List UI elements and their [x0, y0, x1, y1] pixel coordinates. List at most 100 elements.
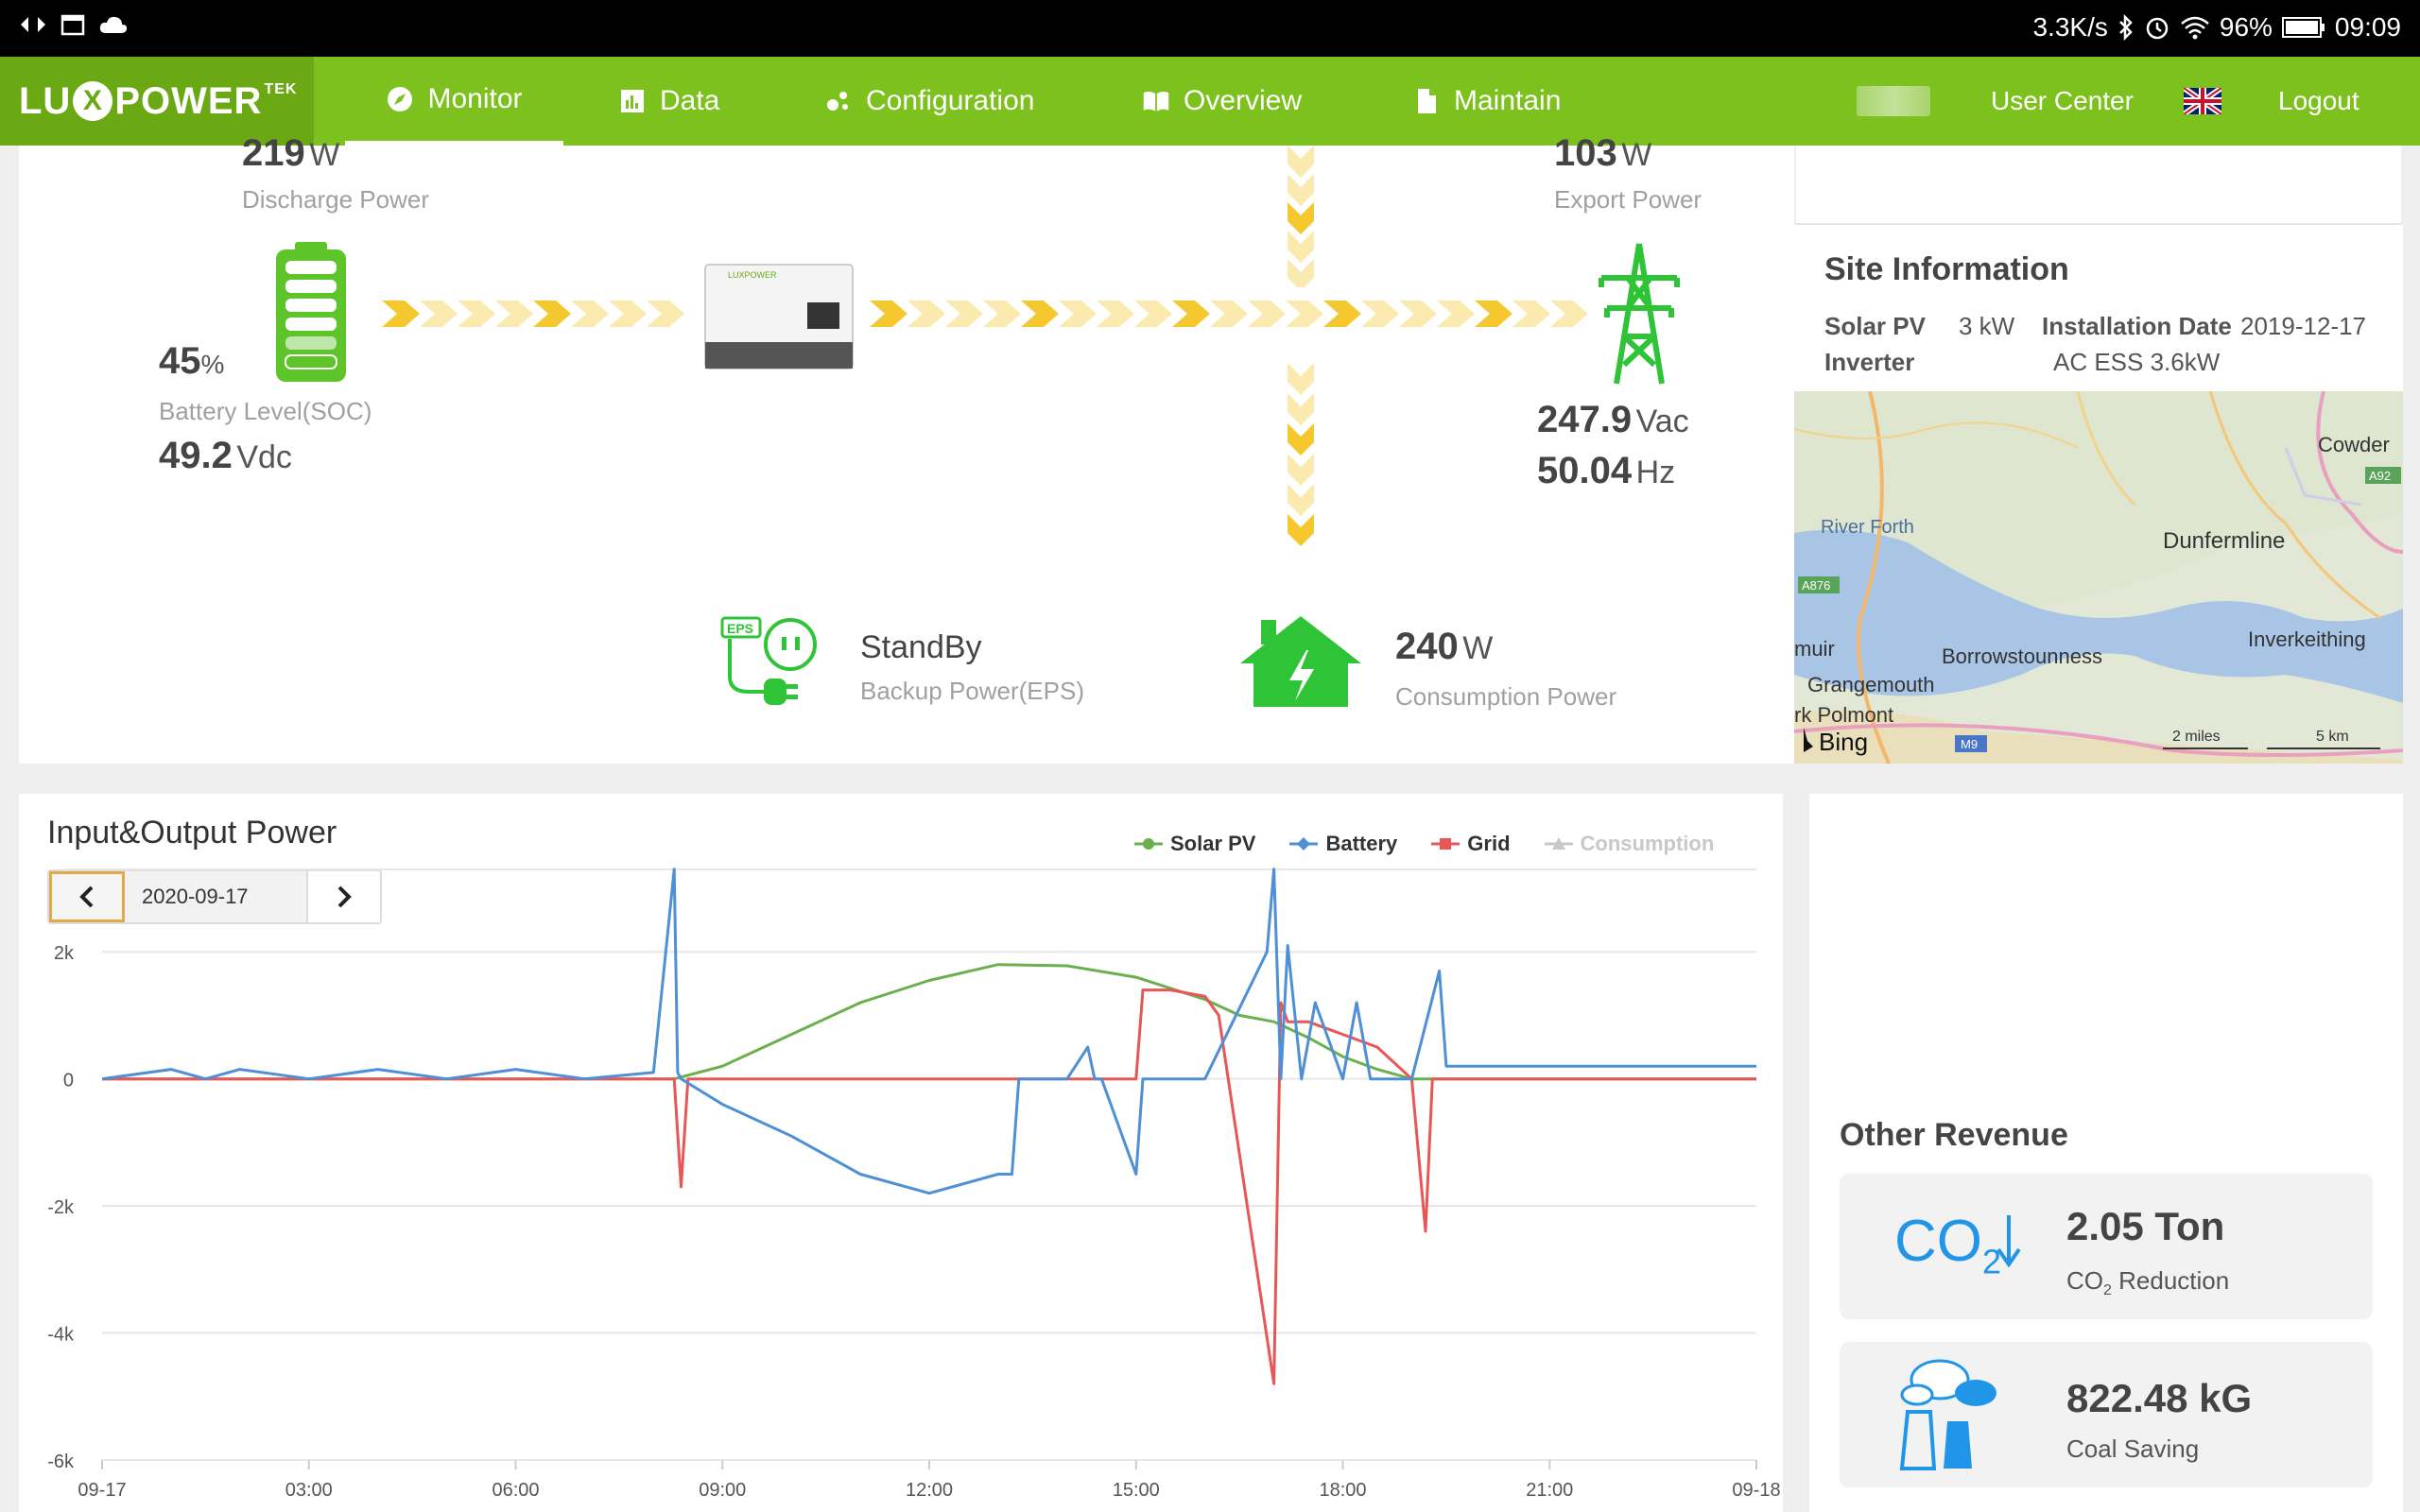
map-graphic: Cowder River Forth Dunfermline Inverkeit… [1794, 391, 2403, 764]
flow-chevron [1059, 301, 1097, 327]
x-tick-label: 09-17 [78, 1480, 126, 1501]
inverter-value: AC ESS 3.6kW [2053, 348, 2221, 376]
legend-grid-label: Grid [1467, 832, 1511, 855]
legend-solar-pv[interactable]: Solar PV [1134, 832, 1255, 856]
co2-label: CO2 Reduction [2066, 1266, 2230, 1299]
inverter-label: Inverter [1824, 348, 1915, 376]
eps-label: Backup Power(EPS) [860, 677, 1084, 705]
username-blurred [1857, 57, 1930, 146]
tab-overview[interactable]: Overview [1142, 57, 1302, 146]
site-top-blank [1794, 146, 2403, 225]
site-map[interactable]: Cowder River Forth Dunfermline Inverkeit… [1794, 391, 2403, 764]
map-label-inverkeithing: Inverkeithing [2248, 627, 2366, 651]
flow-chevron [1097, 301, 1134, 327]
flow-chevron [647, 301, 684, 327]
user-center-link[interactable]: User Center [1991, 86, 2134, 115]
tab-monitor[interactable]: Monitor [345, 57, 563, 146]
chevron-right-icon [337, 885, 352, 908]
flow-chevron [1288, 454, 1314, 486]
co2-icon: CO2 [1894, 1209, 2002, 1281]
legend-consumption-label: Consumption [1580, 832, 1715, 855]
main-navbar: LU X POWER TEK Monitor Data Configuratio… [0, 57, 2420, 146]
site-information-card: Site Information Solar PV 3 kW Installat… [1794, 146, 2403, 764]
flow-chevron [495, 301, 533, 327]
flow-chevron [420, 301, 458, 327]
cloud-icon [99, 16, 128, 33]
inverter-icon: LUXPOWER [704, 264, 854, 369]
other-revenue-title: Other Revenue [1840, 1117, 2068, 1153]
tab-configuration[interactable]: Configuration [824, 57, 1034, 146]
coal-value: 822.48 kG [2066, 1376, 2253, 1420]
x-tick-label: 12:00 [906, 1480, 953, 1501]
installation-date-value: 2019-12-17 [2240, 312, 2366, 340]
installation-date-label: Installation Date [2042, 312, 2232, 340]
blank-card [1809, 794, 2403, 1087]
logo-text-left: LU [19, 79, 72, 122]
flow-chevron [1288, 363, 1314, 395]
site-info-title: Site Information [1824, 251, 2069, 287]
map-scale-miles: 2 miles [2172, 729, 2221, 745]
flow-chevron [458, 301, 495, 327]
x-tick-label: 15:00 [1113, 1480, 1160, 1501]
soc-label: Battery Level(SOC) [159, 397, 372, 425]
x-tick-label: 18:00 [1319, 1480, 1366, 1501]
logo-x: X [73, 81, 113, 121]
flow-chevron [1399, 301, 1437, 327]
battery-percent: 96% [2219, 12, 2273, 42]
luxpower-logo[interactable]: LU X POWER TEK [0, 57, 314, 146]
chart-title: Input&Output Power [47, 815, 337, 850]
flow-chevron [1550, 301, 1588, 327]
map-label-river-forth: River Forth [1821, 517, 1914, 538]
flow-chevron [1248, 301, 1286, 327]
battery-icon [276, 242, 346, 382]
solar-pv-value: 3 kW [1959, 312, 2015, 340]
flow-chevron [609, 301, 647, 327]
flow-chevron [1288, 202, 1314, 234]
bing-logo: Bing [1819, 728, 1868, 756]
date-field[interactable]: 2020-09-17 [125, 871, 308, 922]
flow-chevron [1172, 301, 1210, 327]
y-tick-label: -4k [47, 1325, 75, 1346]
legend-battery[interactable]: Battery [1289, 832, 1397, 856]
x-tick-label: 03:00 [285, 1480, 333, 1501]
legend-solar-pv-label: Solar PV [1170, 832, 1256, 855]
flow-chevron [1210, 301, 1248, 327]
book-icon [1143, 92, 1169, 112]
logo-tek: TEK [264, 81, 298, 97]
flow-chevron [1437, 301, 1475, 327]
grid-pylon-icon [1599, 243, 1680, 385]
flow-chevron [1475, 301, 1512, 327]
flow-chevron [1288, 146, 1314, 178]
language-flag-uk[interactable] [2184, 57, 2221, 146]
eps-plug-icon: EPS [720, 616, 817, 705]
x-tick-label: 21:00 [1526, 1480, 1573, 1501]
flow-chevron [870, 301, 908, 327]
discharge-power-label: Discharge Power [242, 185, 429, 214]
eps-status: StandBy [860, 629, 982, 665]
flow-chevron [983, 301, 1021, 327]
inverter-brand: LUXPOWER [728, 270, 777, 280]
prev-date-button[interactable] [49, 871, 125, 922]
logout-link[interactable]: Logout [2278, 86, 2360, 115]
tab-monitor-label: Monitor [427, 82, 523, 114]
compass-icon [388, 86, 413, 112]
down-arrow-icon [1996, 1215, 2021, 1268]
legend-grid[interactable]: Grid [1431, 832, 1511, 856]
battery-flow-arrows [382, 301, 684, 327]
tab-data[interactable]: Data [618, 57, 719, 146]
road-m9: M9 [1961, 737, 1978, 751]
uk-flag-icon [2184, 88, 2221, 114]
flow-chevron [945, 301, 983, 327]
next-date-button[interactable] [308, 871, 380, 922]
flow-chevron [1134, 301, 1172, 327]
legend-consumption[interactable]: Consumption [1544, 832, 1715, 856]
coal-saving-box: 822.48 kG Coal Saving [1840, 1342, 2373, 1487]
tab-maintain[interactable]: Maintain [1412, 57, 1561, 146]
consumption-flow-arrows [1288, 363, 1314, 546]
grid-flow-arrows [870, 301, 1588, 327]
co2-reduction-box: CO2 2.05 Ton CO2 Reduction [1840, 1174, 2373, 1319]
legend-battery-label: Battery [1325, 832, 1398, 855]
series-line-grid [102, 988, 1756, 1385]
logo-text-right: POWER [114, 79, 263, 122]
